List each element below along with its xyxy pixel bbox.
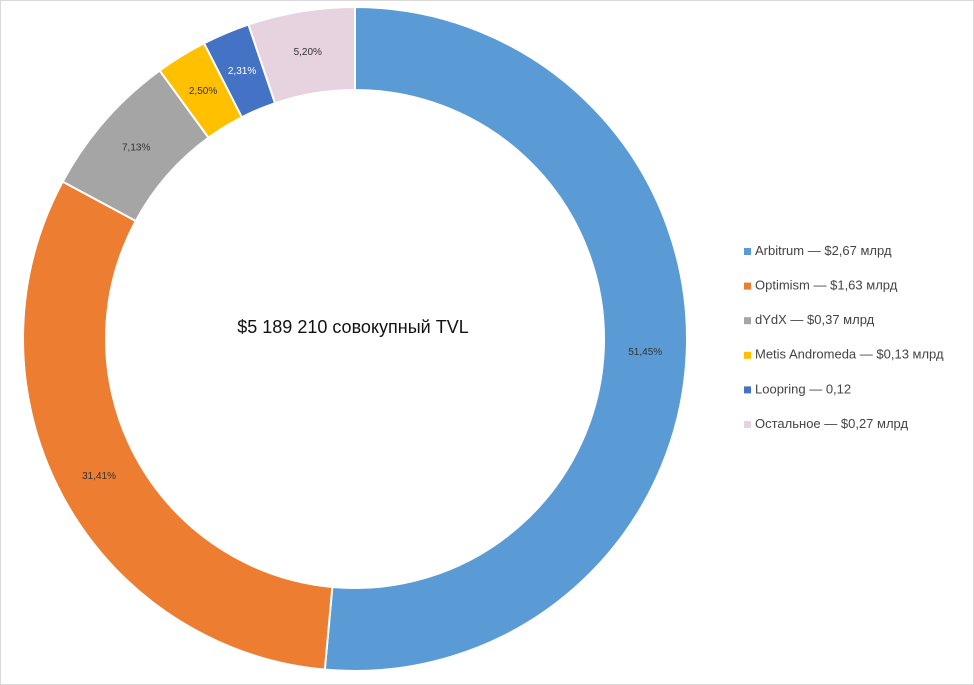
value-label: 2,50% bbox=[189, 86, 217, 97]
value-label: 5,20% bbox=[294, 47, 322, 58]
value-label: 51,45% bbox=[628, 347, 662, 358]
legend-label: Остальное — $0,27 млрд bbox=[755, 416, 908, 431]
legend-label: dYdX — $0,37 млрд bbox=[755, 312, 875, 327]
donut-slice bbox=[22, 180, 334, 671]
legend-swatch bbox=[744, 248, 751, 255]
legend-swatch bbox=[744, 351, 751, 359]
donut-slice bbox=[247, 5, 356, 105]
legend-label: Arbitrum — $2,67 млрд bbox=[755, 243, 892, 258]
value-label: 2,31% bbox=[228, 66, 256, 77]
center-label: $5 189 210 совокупный TVL bbox=[237, 317, 468, 337]
value-label: 31,41% bbox=[82, 471, 116, 482]
legend-swatch bbox=[744, 421, 751, 428]
legend-label: Metis Andromeda — $0,13 млрд bbox=[755, 347, 944, 362]
value-label: 7,13% bbox=[122, 143, 150, 154]
legend-label: Optimism — $1,63 млрд bbox=[755, 278, 898, 293]
donut-slice bbox=[323, 5, 688, 672]
legend-swatch bbox=[744, 282, 751, 290]
legend-label: Loopring — 0,12 bbox=[755, 381, 851, 396]
legend-swatch bbox=[744, 386, 751, 394]
legend-swatch bbox=[744, 317, 751, 325]
